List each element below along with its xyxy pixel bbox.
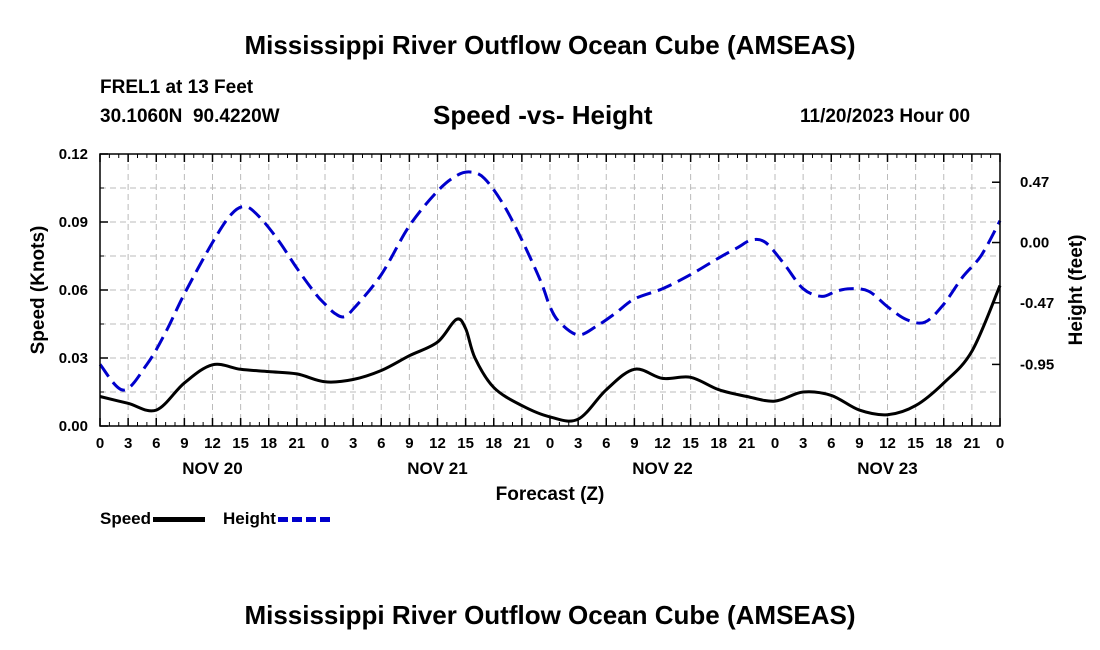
x-tick-label: 0 — [96, 435, 104, 452]
x-tick-label: 9 — [180, 435, 188, 452]
x-tick-label: 15 — [907, 435, 924, 452]
x-tick-label: 0 — [321, 435, 329, 452]
x-tick-label: 6 — [827, 435, 835, 452]
axis-labels: 0 3 6 9 12 15 18 21 0 3 6 9 12 15 18 21 0 3 6 9 12 15 18 21 0 3 6 9… — [59, 146, 1054, 478]
station-coordinates: 30.1060N 90.4220W — [100, 106, 280, 127]
x-tick-label: 6 — [377, 435, 385, 452]
x-tick-label: 18 — [710, 435, 727, 452]
x-tick-label: 12 — [879, 435, 896, 452]
footer-title: Mississippi River Outflow Ocean Cube (AM… — [244, 600, 856, 630]
y-right-tick-label: 0.47 — [1020, 174, 1049, 191]
x-tick-label: 0 — [771, 435, 779, 452]
x-axis-title: Forecast (Z) — [496, 484, 605, 505]
station-label: FREL1 at 13 Feet — [100, 77, 254, 98]
x-tick-label: 21 — [289, 435, 306, 452]
y-left-tick-label: 0.12 — [59, 146, 88, 163]
x-day-label: NOV 20 — [182, 459, 242, 478]
x-tick-label: 3 — [124, 435, 132, 452]
x-day-label: NOV 22 — [632, 459, 692, 478]
y-axis-left-title: Speed (Knots) — [28, 226, 49, 355]
page-title: Mississippi River Outflow Ocean Cube (AM… — [244, 30, 856, 60]
x-tick-label: 15 — [457, 435, 474, 452]
x-tick-label: 3 — [799, 435, 807, 452]
x-tick-label: 18 — [935, 435, 952, 452]
x-tick-label: 12 — [204, 435, 221, 452]
x-tick-label: 12 — [429, 435, 446, 452]
y-right-tick-label: -0.47 — [1020, 295, 1054, 312]
x-tick-label: 12 — [654, 435, 671, 452]
x-tick-label: 3 — [574, 435, 582, 452]
y-axis-right-title: Height (feet) — [1066, 235, 1087, 346]
x-tick-label: 18 — [485, 435, 502, 452]
y-left-tick-label: 0.06 — [59, 282, 88, 299]
x-tick-label: 0 — [996, 435, 1004, 452]
x-day-label: NOV 23 — [857, 459, 917, 478]
height-series-line — [98, 170, 1002, 392]
y-right-tick-label: 0.00 — [1020, 235, 1049, 252]
forecast-datetime: 11/20/2023 Hour 00 — [800, 106, 971, 127]
y-left-tick-label: 0.00 — [59, 418, 88, 435]
chart-subtitle: Speed -vs- Height — [433, 100, 653, 130]
x-tick-label: 9 — [630, 435, 638, 452]
x-tick-label: 0 — [546, 435, 554, 452]
y-left-tick-label: 0.09 — [59, 214, 88, 231]
speed-height-chart: 0 3 6 9 12 15 18 21 0 3 6 9 12 15 18 21 0 3 6 9 12 15 18 21 0 3 6 9… — [28, 146, 1087, 505]
legend-speed-swatch — [153, 516, 206, 522]
x-tick-label: 9 — [855, 435, 863, 452]
x-tick-label: 6 — [152, 435, 160, 452]
x-tick-label: 15 — [682, 435, 699, 452]
x-tick-label: 21 — [739, 435, 756, 452]
x-tick-label: 21 — [964, 435, 981, 452]
axis-ticks — [99, 153, 1001, 427]
x-tick-label: 21 — [514, 435, 531, 452]
x-tick-label: 3 — [349, 435, 357, 452]
legend-speed-label: Speed — [100, 509, 152, 528]
x-tick-label: 15 — [232, 435, 249, 452]
y-left-tick-label: 0.03 — [59, 350, 88, 367]
y-right-tick-label: -0.95 — [1020, 356, 1054, 373]
x-day-label: NOV 21 — [407, 459, 467, 478]
x-tick-label: 18 — [260, 435, 277, 452]
speed-series-line — [99, 284, 1002, 423]
x-tick-label: 6 — [602, 435, 610, 452]
legend-height-label: Height — [223, 509, 276, 528]
legend-height-swatch — [277, 516, 330, 522]
x-tick-label: 9 — [405, 435, 413, 452]
legend: Speed Height — [100, 509, 330, 529]
